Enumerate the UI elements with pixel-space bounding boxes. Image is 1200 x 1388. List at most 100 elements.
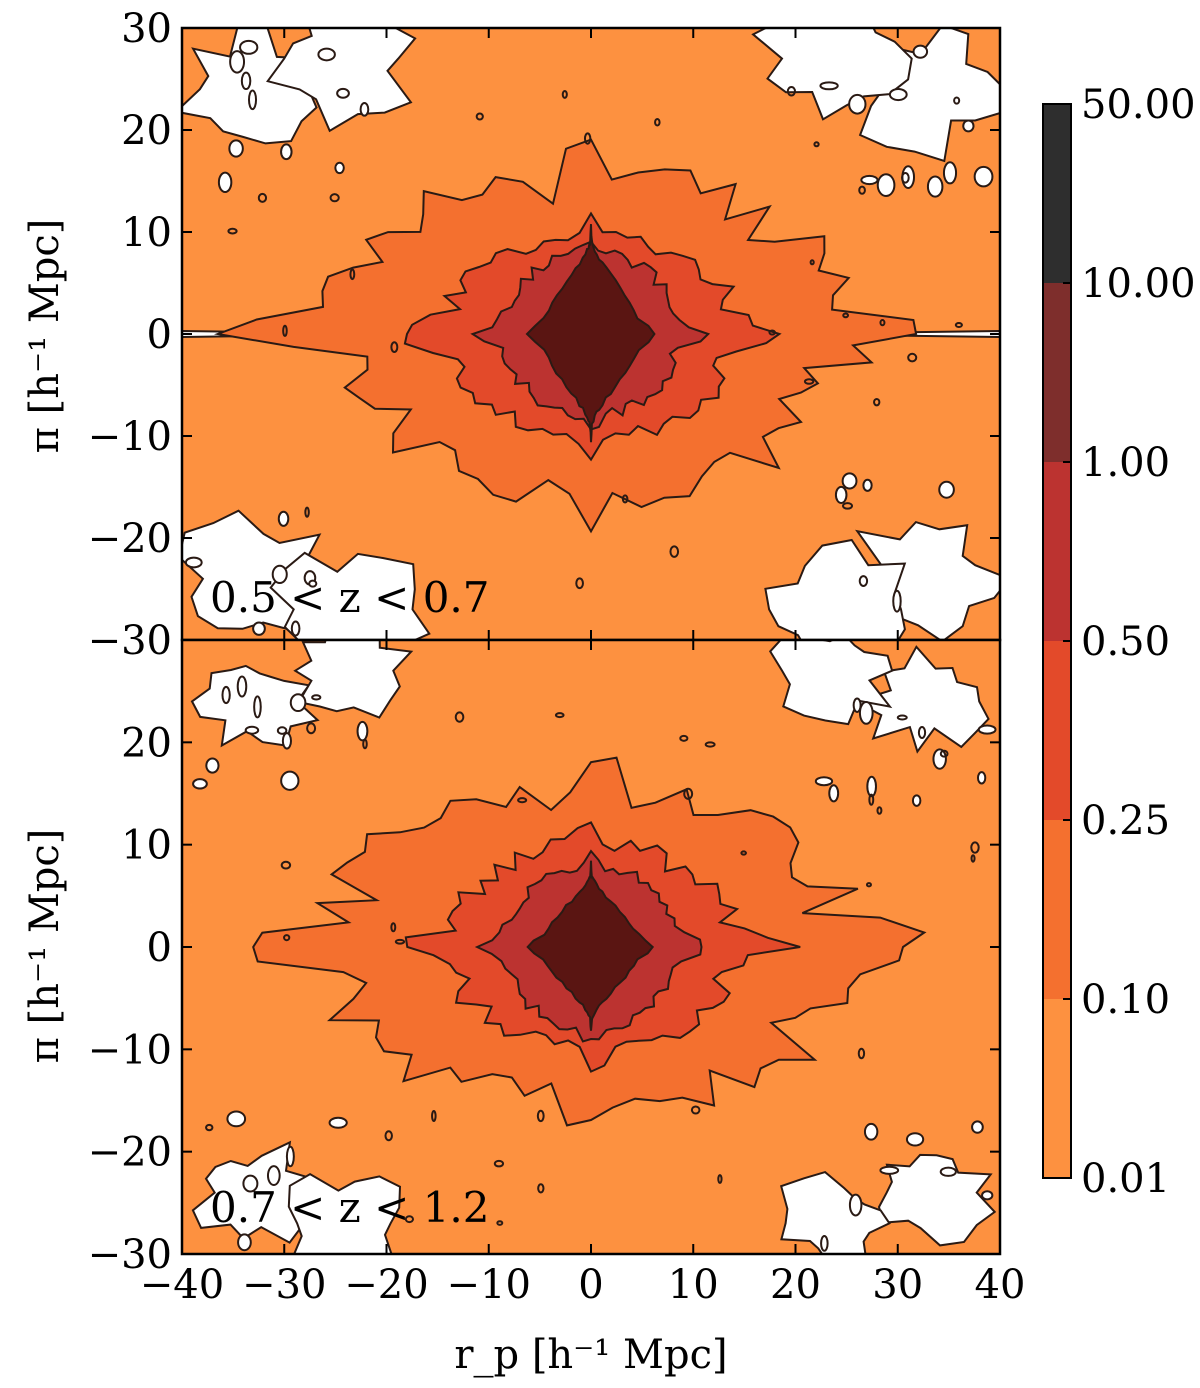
- below-threshold-island: [814, 776, 834, 787]
- below-threshold-island: [356, 720, 369, 742]
- contour-fragment: [561, 90, 568, 99]
- below-threshold-island: [828, 784, 840, 803]
- below-threshold-island: [917, 726, 927, 740]
- contour-fragment: [954, 322, 963, 329]
- contour-fragment: [679, 734, 689, 742]
- y-tick-label: −30: [88, 618, 172, 664]
- y-tick-label: −20: [88, 516, 172, 562]
- contour-fragment: [858, 185, 866, 195]
- below-threshold-island: [228, 139, 244, 158]
- contour-fragment: [813, 141, 820, 148]
- colorbar-segment: [1043, 820, 1071, 1000]
- below-threshold-island: [971, 1120, 984, 1134]
- x-tick-label: −10: [447, 1262, 531, 1308]
- below-threshold-island: [926, 175, 944, 198]
- x-tick-label: −20: [344, 1262, 428, 1308]
- below-threshold-island: [336, 87, 350, 99]
- y-tick-label: 30: [121, 6, 172, 52]
- y-tick-label: 20: [121, 108, 172, 154]
- contour-fragment: [786, 85, 796, 97]
- contour-fragment: [304, 506, 310, 518]
- contour-fragment: [454, 711, 465, 723]
- colorbar-label: 0.50: [1081, 619, 1170, 665]
- contour-fragment: [283, 934, 291, 942]
- below-threshold-island: [852, 697, 862, 713]
- contour-fragment: [896, 714, 908, 721]
- below-threshold-island: [334, 161, 345, 175]
- below-threshold-region: [287, 1172, 402, 1254]
- below-threshold-region: [764, 538, 907, 640]
- below-threshold-island: [820, 1234, 829, 1252]
- contour-fragment: [654, 117, 661, 127]
- contour-fragment: [858, 575, 869, 587]
- contour-fragment: [311, 694, 322, 701]
- contour-fragment: [953, 96, 961, 105]
- below-threshold-island: [977, 724, 997, 735]
- contour-fragment: [475, 112, 484, 121]
- below-threshold-island: [962, 119, 975, 133]
- contour-fragment: [205, 1123, 214, 1132]
- below-threshold-island: [244, 725, 260, 735]
- below-threshold-island: [905, 1132, 925, 1147]
- contour-fragment: [939, 749, 949, 758]
- top-panel-redshift-annotation: 0.5 < z < 0.7: [210, 573, 490, 622]
- y-tick-label: 0: [147, 312, 172, 358]
- below-threshold-island: [932, 748, 947, 770]
- y-tick-label: 10: [121, 823, 172, 869]
- below-threshold-island: [281, 732, 293, 750]
- x-tick-label: 0: [578, 1262, 603, 1308]
- contour-fragment: [970, 854, 976, 863]
- below-threshold-island: [876, 173, 896, 198]
- contour-fragment: [669, 545, 680, 558]
- contour-fragment: [583, 132, 592, 145]
- contour-fragment: [390, 341, 399, 353]
- below-threshold-region: [266, 28, 417, 133]
- below-threshold-island: [976, 771, 987, 785]
- contour-fragment: [536, 1109, 545, 1123]
- below-threshold-island: [266, 1165, 281, 1187]
- contour-fragment: [879, 319, 886, 327]
- below-threshold-island: [879, 1165, 900, 1175]
- contour-fragment: [282, 324, 288, 337]
- top-panel: [182, 28, 1000, 640]
- below-threshold-island: [892, 589, 902, 613]
- below-threshold-island: [866, 775, 877, 798]
- below-threshold-island: [239, 39, 259, 55]
- below-threshold-island: [888, 88, 908, 102]
- colorbar-segment: [1043, 283, 1071, 463]
- contour-fragment: [306, 722, 317, 735]
- below-threshold-island: [290, 620, 301, 637]
- band-1.00-10.00: [526, 860, 655, 1031]
- colorbar-label: 50.00: [1081, 82, 1196, 128]
- contour-fragment: [390, 922, 397, 933]
- contour-fragment: [873, 397, 881, 407]
- contour-fragment: [404, 1215, 415, 1224]
- below-threshold-island: [236, 675, 248, 698]
- below-threshold-island: [217, 171, 233, 194]
- contour-fragment: [554, 712, 565, 719]
- colorbar-label: 1.00: [1081, 440, 1170, 486]
- contour-fragment: [329, 193, 340, 203]
- contour-fragment: [496, 1220, 504, 1226]
- contour-fragment: [803, 378, 815, 385]
- contour-fragment: [575, 577, 584, 590]
- below-threshold-island: [289, 693, 307, 713]
- colorbar-label: 10.00: [1081, 261, 1196, 307]
- below-threshold-island: [912, 44, 929, 59]
- y-tick-label: −30: [88, 1232, 172, 1278]
- contour-fragment: [493, 1159, 505, 1168]
- contour-fragment: [704, 741, 716, 748]
- below-threshold-region: [877, 1153, 997, 1247]
- x-axis-title: r_p [h⁻¹ Mpc]: [454, 1332, 727, 1378]
- top-y-axis-title: π [h⁻¹ Mpc]: [22, 219, 68, 454]
- below-threshold-island: [939, 1166, 957, 1177]
- below-threshold-island: [205, 757, 220, 774]
- colorbar-segment: [1043, 104, 1071, 284]
- below-threshold-island: [981, 1190, 994, 1201]
- x-tick-label: 20: [770, 1262, 821, 1308]
- contour-fragment: [517, 797, 528, 804]
- colorbar-segment: [1043, 999, 1071, 1179]
- contour-fragment: [280, 860, 292, 870]
- contour-fragment: [431, 1110, 437, 1122]
- contour-fragment: [394, 938, 406, 945]
